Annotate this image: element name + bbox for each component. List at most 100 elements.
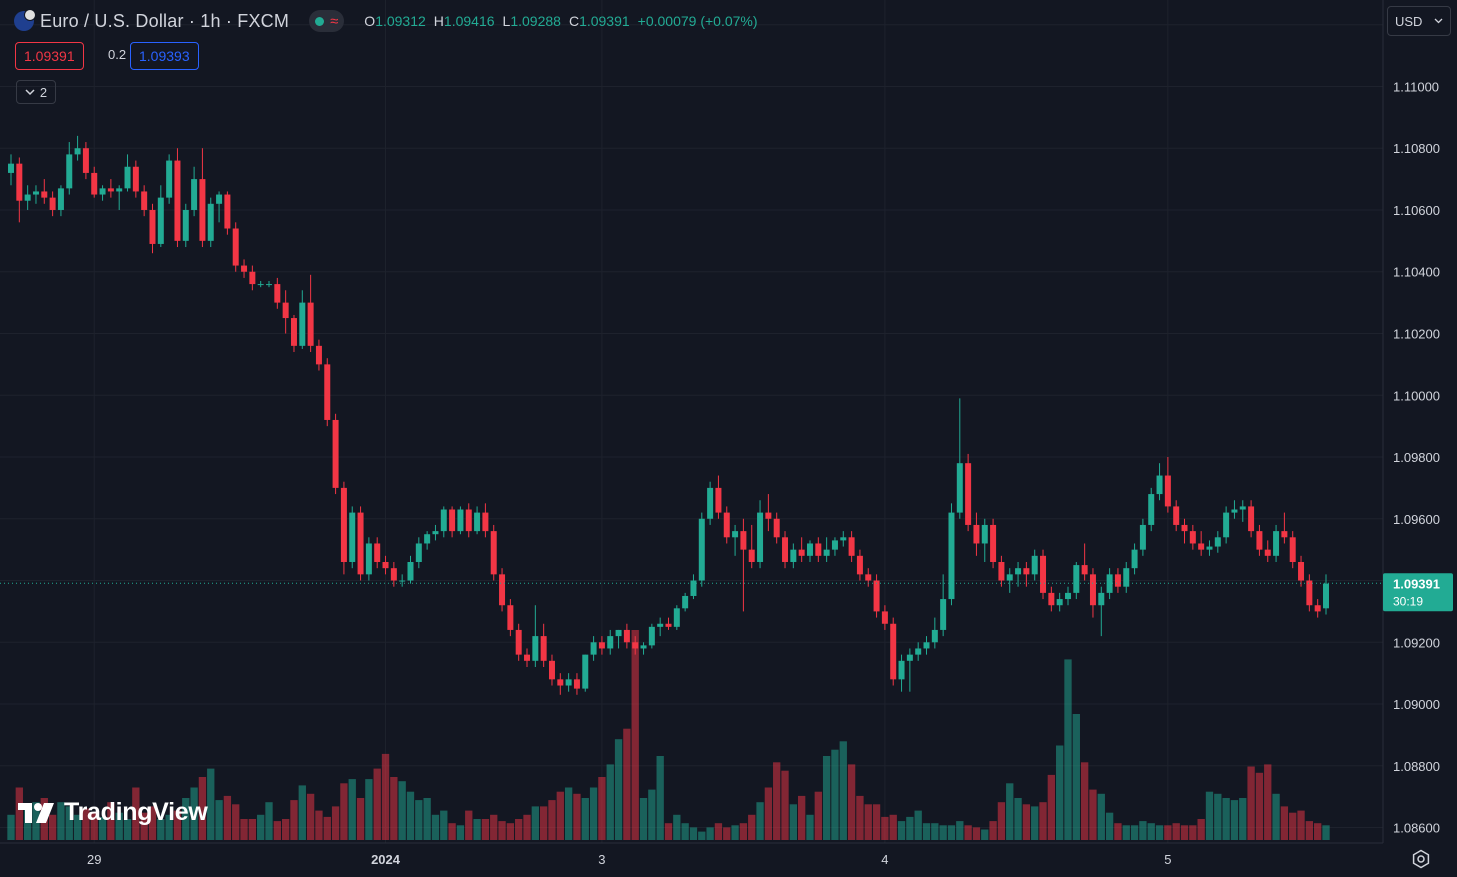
volume-bar [1214, 793, 1222, 840]
candle [207, 197, 214, 248]
candle [149, 203, 156, 254]
candle [1123, 562, 1130, 593]
candle-body [782, 537, 789, 562]
volume-bar [1022, 804, 1031, 840]
candle [532, 605, 539, 667]
candle [1231, 500, 1238, 519]
candle-body [565, 679, 572, 686]
volume-bar [1239, 798, 1247, 840]
candle [557, 673, 564, 695]
volume-bar [23, 806, 32, 840]
volume-bar [889, 814, 897, 840]
candle-body [898, 660, 905, 680]
volume-bar [1097, 793, 1105, 840]
symbol-title[interactable]: Euro / U.S. Dollar · 1h · FXCM [40, 10, 290, 31]
tradingview-logo[interactable]: TradingView [18, 798, 208, 827]
candle [349, 506, 356, 569]
candle-body [32, 191, 39, 195]
bar-countdown: 30:19 [1393, 594, 1423, 608]
candle-body [340, 487, 347, 562]
volume-bar [1089, 789, 1097, 840]
candle [1040, 549, 1047, 600]
time-axis[interactable]: 29202434589 [87, 852, 1457, 867]
volume-bar [490, 814, 498, 840]
volume-bar [997, 802, 1006, 840]
currency-select[interactable]: USD [1387, 6, 1451, 36]
candle-body [1189, 531, 1196, 544]
y-tick-label: 1.10000 [1393, 388, 1440, 403]
candle-body [632, 642, 639, 649]
low-value: 1.09288 [510, 13, 561, 29]
volume-bar [781, 770, 789, 840]
candle-body [1256, 531, 1263, 550]
candle [965, 453, 972, 532]
volume-bar [648, 789, 656, 840]
x-tick-label: 29 [87, 852, 101, 867]
sell-button[interactable]: 1.09391 [15, 42, 84, 70]
candle-body [940, 599, 947, 630]
buy-button[interactable]: 1.09393 [130, 42, 199, 70]
candle [590, 636, 597, 661]
candle-body [407, 562, 414, 581]
candle-body [557, 679, 564, 686]
volume-bar [947, 825, 956, 840]
candle-body [1123, 568, 1130, 587]
candle-body [224, 194, 231, 229]
volume-bar [806, 814, 814, 840]
volume-bar [1297, 810, 1305, 840]
candle-body [931, 629, 938, 643]
candle [524, 648, 531, 667]
price-axis-background [1383, 0, 1457, 877]
candle [474, 506, 481, 535]
candle-body [981, 524, 988, 544]
volume-bar [207, 768, 215, 840]
time-axis-settings-button[interactable] [1410, 848, 1432, 870]
market-status[interactable]: ≈ [309, 10, 345, 32]
candle [174, 148, 181, 248]
candle-body [673, 608, 680, 627]
volume-bar [1205, 791, 1214, 840]
candle-body [199, 179, 206, 241]
candle-body [823, 549, 830, 556]
candle [956, 398, 963, 519]
candle [540, 623, 547, 667]
volume-bar [589, 787, 598, 840]
volume-bar [639, 798, 648, 840]
candle [765, 494, 772, 532]
candle-body [490, 531, 497, 575]
volume-bar [556, 791, 564, 840]
volume-bar [773, 762, 781, 840]
volume-bar [1064, 659, 1072, 840]
indicators-count: 2 [39, 84, 48, 100]
candle-body [757, 512, 764, 562]
volume-bar [265, 802, 273, 840]
candle-body [1023, 568, 1030, 575]
candle [865, 568, 872, 587]
candle-body [365, 543, 372, 575]
candle [1223, 506, 1230, 544]
volume-bar [323, 816, 331, 840]
candle [1139, 518, 1146, 556]
candle [973, 512, 980, 556]
volume-bar [681, 823, 689, 840]
volume-bar [7, 814, 15, 840]
candle-body [207, 203, 214, 241]
volume-bar [523, 814, 531, 840]
candle-body [573, 679, 580, 689]
candle-body [1273, 531, 1280, 556]
candle-body [806, 543, 813, 556]
candle [748, 524, 755, 569]
candle [290, 314, 297, 353]
candle-body [157, 197, 164, 244]
candle [1081, 543, 1088, 581]
candle [340, 481, 347, 575]
indicators-toggle-button[interactable]: 2 [16, 80, 56, 104]
candle [166, 154, 173, 204]
candle [57, 185, 64, 217]
volume-bar [822, 756, 831, 840]
candle-body [174, 160, 181, 241]
candle-body [648, 626, 655, 646]
candle-body [91, 172, 98, 195]
candle-body [582, 654, 589, 689]
